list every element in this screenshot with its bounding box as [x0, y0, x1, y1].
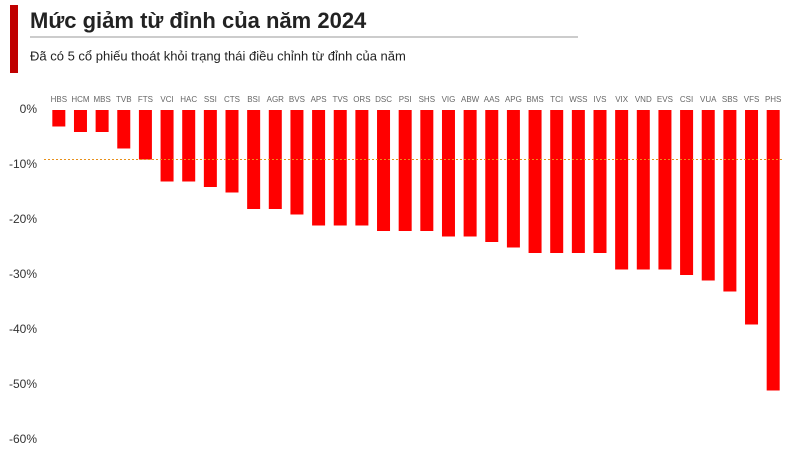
- bar: [290, 110, 304, 215]
- bar: [701, 110, 715, 281]
- bar: [225, 110, 239, 193]
- bar: [420, 110, 434, 231]
- x-tick-label: SSI: [204, 95, 217, 104]
- y-tick-label: -30%: [9, 267, 37, 281]
- x-tick-label: VIX: [615, 95, 629, 104]
- bar: [73, 110, 87, 132]
- y-tick-label: -20%: [9, 212, 37, 226]
- x-tick-label: TVS: [332, 95, 348, 104]
- x-tick-label: SHS: [419, 95, 435, 104]
- bar: [160, 110, 174, 182]
- x-tick-label: HAC: [180, 95, 197, 104]
- bar: [485, 110, 499, 242]
- bar: [355, 110, 369, 226]
- x-tick-label: AGR: [267, 95, 285, 104]
- y-tick-label: -10%: [9, 157, 37, 171]
- x-tick-label: WSS: [569, 95, 587, 104]
- x-tick-label: VIG: [442, 95, 456, 104]
- x-tick-label: HBS: [51, 95, 67, 104]
- x-tick-label: BMS: [526, 95, 543, 104]
- bar: [203, 110, 217, 187]
- bar: [441, 110, 455, 237]
- x-tick-label: VFS: [744, 95, 760, 104]
- bar: [766, 110, 780, 391]
- x-tick-label: IVS: [594, 95, 607, 104]
- chart-title: Mức giảm từ đỉnh của năm 2024: [30, 8, 367, 33]
- x-tick-label: ORS: [353, 95, 370, 104]
- x-tick-label: CSI: [680, 95, 693, 104]
- bar: [182, 110, 196, 182]
- bar: [117, 110, 131, 149]
- bar: [377, 110, 391, 231]
- bar: [528, 110, 542, 253]
- x-tick-label: PSI: [399, 95, 412, 104]
- bar: [333, 110, 347, 226]
- bar: [506, 110, 520, 248]
- bar: [550, 110, 564, 253]
- bar: [268, 110, 282, 209]
- x-tick-label: BSI: [247, 95, 260, 104]
- bar: [615, 110, 629, 270]
- y-tick-label: -60%: [9, 432, 37, 446]
- y-tick-label: 0%: [20, 102, 38, 116]
- x-tick-label: SBS: [722, 95, 738, 104]
- bar: [636, 110, 650, 270]
- y-tick-label: -40%: [9, 322, 37, 336]
- bar: [95, 110, 109, 132]
- chart-subtitle: Đã có 5 cổ phiếu thoát khỏi trạng thái đ…: [30, 48, 406, 63]
- x-tick-label: VUA: [700, 95, 717, 104]
- x-tick-label: APG: [505, 95, 522, 104]
- x-tick-label: AAS: [484, 95, 500, 104]
- x-tick-label: VCI: [160, 95, 173, 104]
- x-tick-label: DSC: [375, 95, 392, 104]
- bar: [680, 110, 694, 275]
- bar: [571, 110, 585, 253]
- title-accent: [10, 5, 18, 73]
- x-tick-label: MBS: [93, 95, 110, 104]
- bar: [658, 110, 672, 270]
- bar: [312, 110, 326, 226]
- x-tick-label: ABW: [461, 95, 480, 104]
- bar: [52, 110, 66, 127]
- x-tick-label: CTS: [224, 95, 240, 104]
- bar: [398, 110, 412, 231]
- x-tick-label: BVS: [289, 95, 305, 104]
- bar: [723, 110, 737, 292]
- x-tick-label: APS: [311, 95, 327, 104]
- bar: [745, 110, 759, 325]
- x-tick-label: TCI: [550, 95, 563, 104]
- x-tick-label: PHS: [765, 95, 781, 104]
- bar: [463, 110, 477, 237]
- x-tick-label: FTS: [138, 95, 153, 104]
- y-tick-label: -50%: [9, 377, 37, 391]
- bar: [593, 110, 607, 253]
- x-tick-label: VND: [635, 95, 652, 104]
- x-tick-label: EVS: [657, 95, 673, 104]
- x-tick-label: HCM: [71, 95, 90, 104]
- bar: [138, 110, 152, 160]
- x-tick-label: TVB: [116, 95, 132, 104]
